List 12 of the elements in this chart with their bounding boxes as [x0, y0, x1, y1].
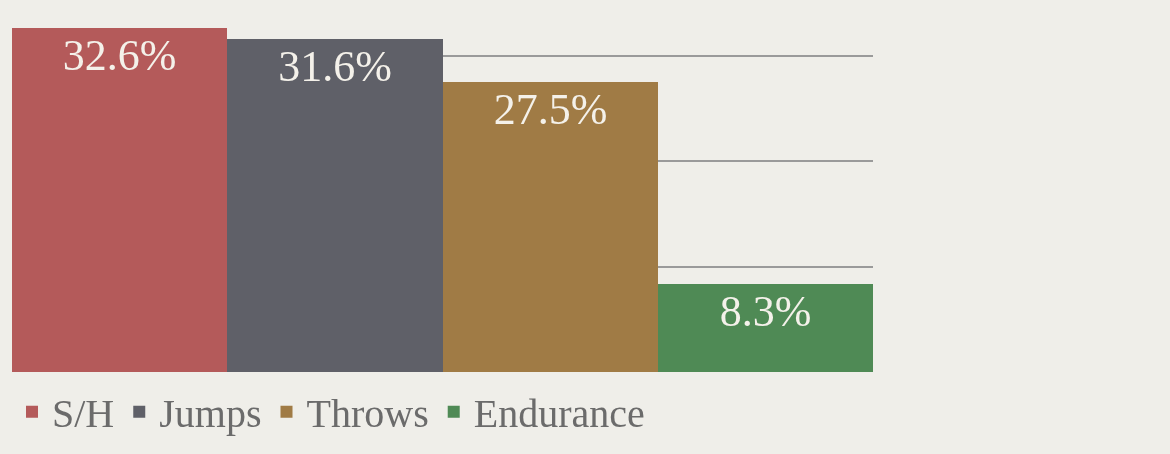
- legend-label: Endurance: [473, 391, 645, 437]
- data-label: 31.6%: [278, 42, 392, 91]
- bar: [658, 284, 873, 372]
- data-label: 32.6%: [62, 31, 177, 80]
- bar: [227, 39, 443, 372]
- legend-label: Jumps: [159, 391, 262, 437]
- legend-label: S/H: [52, 391, 115, 437]
- legend-label: Throws: [306, 391, 429, 437]
- data-label: 27.5%: [493, 85, 608, 134]
- bar: [443, 82, 658, 372]
- data-label: 8.3%: [719, 287, 812, 336]
- bar: [12, 28, 227, 372]
